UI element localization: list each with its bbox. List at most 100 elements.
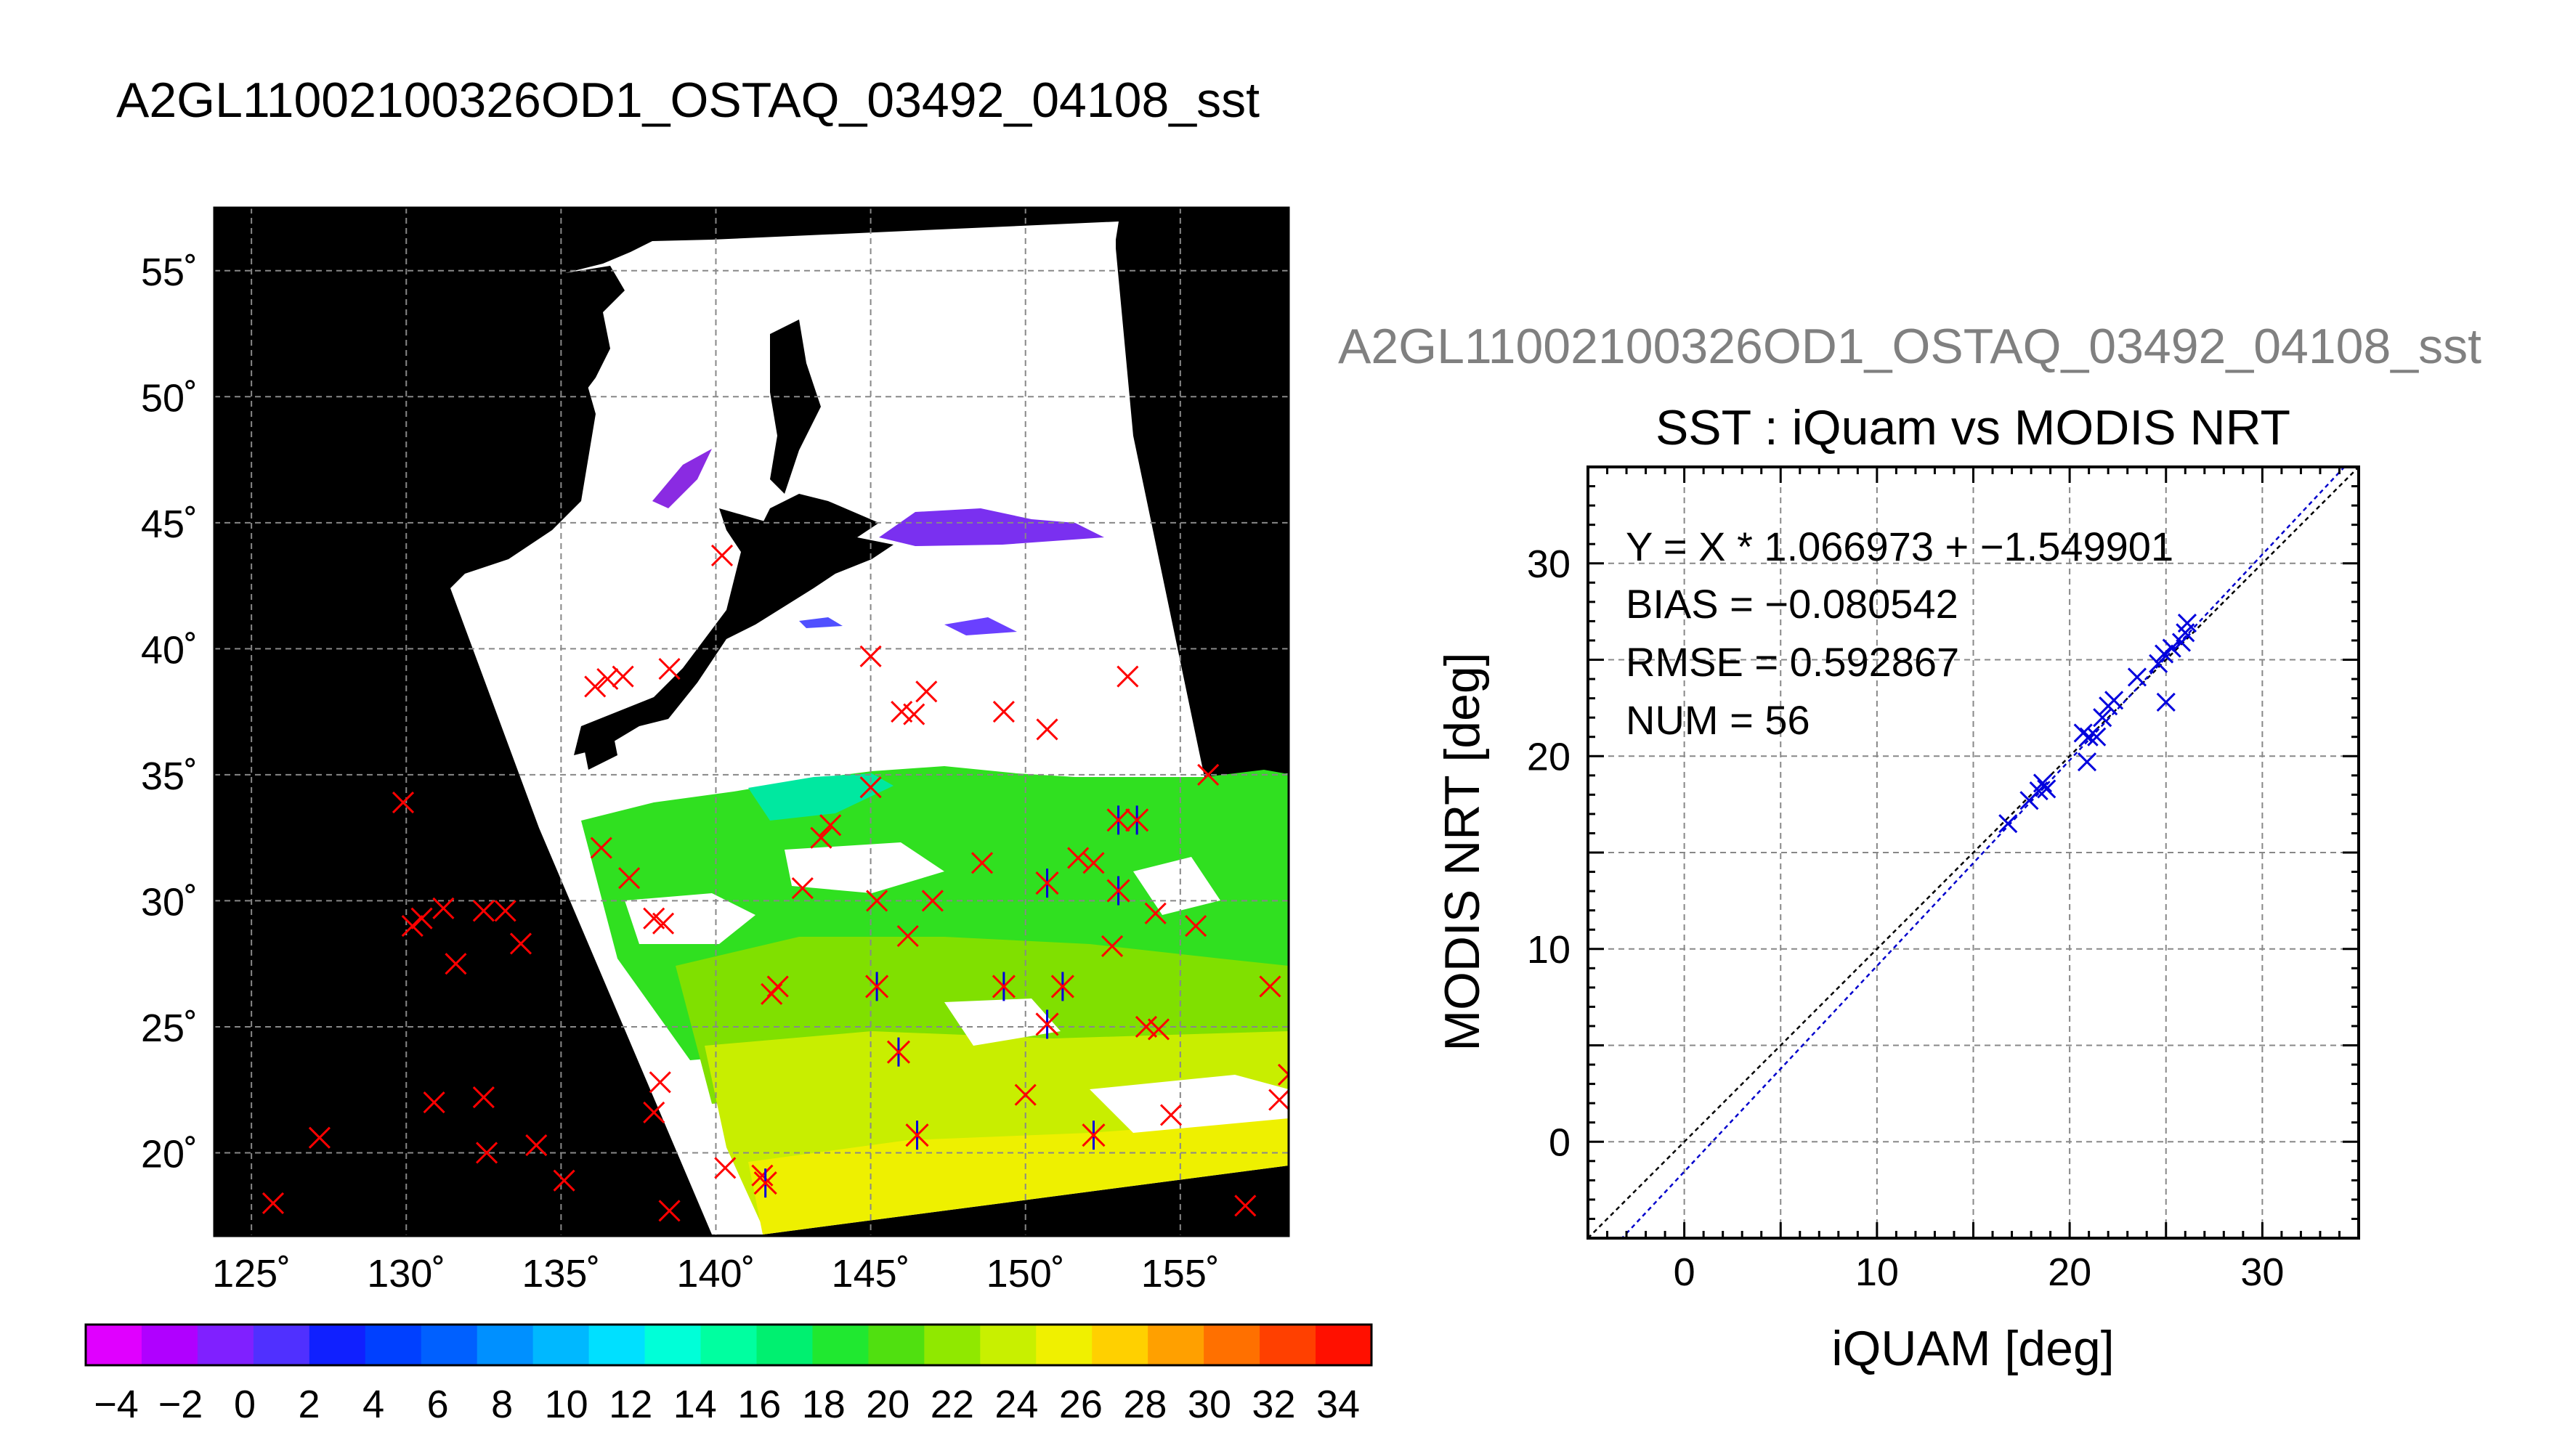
lon-tick-label: 130˚ <box>367 1252 445 1296</box>
lat-tick-label: 45˚ <box>141 503 198 546</box>
map-marker-red <box>859 645 882 667</box>
colorbar-cell <box>1260 1325 1316 1365</box>
scatter-point <box>2155 644 2174 664</box>
x-axis-label: iQUAM [deg] <box>1831 1321 2114 1376</box>
map-marker-red <box>1101 935 1124 957</box>
map-marker-matchup <box>753 1168 777 1198</box>
map-marker-red <box>1144 902 1167 924</box>
map-frame <box>213 206 1290 1237</box>
colorbar-label: 8 <box>491 1383 513 1426</box>
map-marker-red <box>423 1091 445 1114</box>
map-marker-matchup <box>1050 972 1074 1001</box>
sst-field-yellow <box>748 1118 1289 1235</box>
colorbar-label: −4 <box>94 1383 139 1426</box>
map-marker-red <box>970 852 994 874</box>
colorbar-cell <box>644 1325 702 1365</box>
map-marker-red <box>308 1126 331 1149</box>
map-marker-matchup <box>905 1121 929 1150</box>
map-marker-red <box>859 776 882 799</box>
colorbar-label: 14 <box>673 1383 717 1426</box>
scatter-points <box>1998 613 2197 834</box>
sst-field-cyan <box>748 773 893 821</box>
map-marker-red <box>766 975 789 998</box>
map-marker-red <box>1082 852 1105 874</box>
map-marker-red <box>791 877 814 900</box>
map-marker-red <box>410 907 433 930</box>
scatter-point <box>2093 708 2112 728</box>
sst-field-blue-4 <box>799 617 843 628</box>
scatter-subtitle: A2GL11002100326OD1_OSTAQ_03492_04108_sst <box>1338 319 2481 374</box>
map-marker-red <box>1014 1083 1037 1106</box>
cloud-patch-3 <box>944 999 1061 1046</box>
map-marker-red <box>432 897 455 919</box>
colorbar-label: 20 <box>866 1383 909 1426</box>
map-marker-red <box>525 1134 548 1157</box>
lon-tick-labels: 125˚ 130˚ 135˚ 140˚ 145˚ 150˚ 155˚ <box>212 1252 1220 1296</box>
map-marker-red <box>612 665 634 688</box>
lon-tick-label: 150˚ <box>986 1252 1065 1296</box>
map-marker-matchup <box>865 972 889 1001</box>
map-marker-red <box>1147 1018 1170 1041</box>
lon-tick-label: 155˚ <box>1141 1252 1220 1296</box>
colorbar: −4 −2 0 2 4 6 8 10 12 14 16 18 20 22 24 26 28 30 32 34 <box>84 1323 1373 1426</box>
y-tick-label: 30 <box>1527 542 1571 586</box>
map-marker-matchup <box>992 972 1016 1001</box>
colorbar-cell <box>924 1325 981 1365</box>
map-marker-red <box>618 867 641 890</box>
colorbar-cell <box>1204 1325 1260 1365</box>
lat-tick-label: 50˚ <box>141 376 198 420</box>
map-marker-red <box>1067 847 1090 869</box>
map-marker-red <box>714 1157 737 1179</box>
scatter-point <box>2077 752 2097 772</box>
page-title: A2GL11002100326OD1_OSTAQ_03492_04108_sst <box>116 73 1260 128</box>
x-tick-label: 30 <box>2240 1250 2284 1294</box>
colorbar-label: 10 <box>545 1383 588 1426</box>
colorbar-label: 12 <box>609 1383 652 1426</box>
colorbar-label: 6 <box>427 1383 449 1426</box>
map-marker-red <box>710 544 734 567</box>
y-tick-label: 10 <box>1527 928 1571 972</box>
cloud-patch-2 <box>785 842 944 893</box>
map-marker-red <box>1197 763 1220 786</box>
map-marker-red <box>472 900 495 922</box>
regression-fit-line <box>1621 467 2346 1238</box>
map-marker-red <box>751 1164 774 1187</box>
stat-fit: Y = X * 1.066973 + −1.549901 <box>1626 524 2173 569</box>
scatter-y-tick-labels: 0 10 20 30 <box>1527 542 1571 1165</box>
colorbar-label: 24 <box>994 1383 1038 1426</box>
scatter-ticks <box>1586 465 2360 1240</box>
lon-tick-label: 135˚ <box>522 1252 600 1296</box>
colorbar-label: 26 <box>1059 1383 1103 1426</box>
colorbar-label: 32 <box>1252 1383 1295 1426</box>
map-marker-matchup <box>1035 1009 1059 1039</box>
map-marker-red <box>649 1071 671 1094</box>
scatter-point <box>2156 692 2176 712</box>
map-marker-red <box>1234 1195 1257 1217</box>
lon-tick-label: 125˚ <box>212 1252 291 1296</box>
colorbar-label: 2 <box>299 1383 320 1426</box>
y-axis-label: MODIS NRT [deg] <box>1435 652 1490 1051</box>
colorbar-cell <box>309 1325 366 1365</box>
stat-bias: BIAS = −0.080542 <box>1626 581 1958 627</box>
colorbar-cell <box>141 1325 198 1365</box>
colorbar-label: 30 <box>1188 1383 1231 1426</box>
map-marker-red <box>1185 915 1207 938</box>
colorbar-label: 34 <box>1316 1383 1360 1426</box>
map-marker-matchup <box>1106 876 1130 906</box>
colorbar-cell <box>812 1325 869 1365</box>
stat-rmse: RMSE = 0.592867 <box>1626 639 1959 685</box>
y-tick-label: 20 <box>1527 735 1571 778</box>
colorbar-cell <box>980 1325 1037 1365</box>
map-marker-red <box>896 924 919 948</box>
lat-tick-label: 30˚ <box>141 880 198 924</box>
scatter-title: SST : iQuam vs MODIS NRT <box>1656 400 2290 455</box>
map-marker-matchup <box>1035 869 1059 898</box>
y-tick-label: 0 <box>1549 1121 1571 1164</box>
colorbar-label: 22 <box>931 1383 974 1426</box>
colorbar-label: 16 <box>737 1383 781 1426</box>
scatter-x-tick-labels: 0 10 20 30 <box>1674 1250 2285 1294</box>
map-marker-matchup <box>886 1037 911 1067</box>
colorbar-cell <box>1148 1325 1204 1365</box>
lat-tick-label: 20˚ <box>141 1132 198 1176</box>
